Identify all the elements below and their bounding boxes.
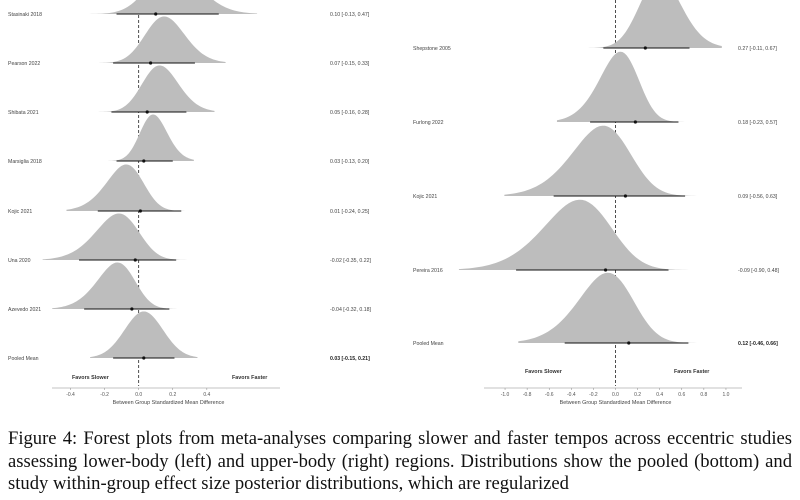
point-estimate <box>142 159 146 163</box>
x-tick-label: -0.2 <box>589 392 598 398</box>
point-estimate <box>603 268 608 272</box>
x-tick-label: 0.8 <box>700 392 707 398</box>
favors-faster-label: Favors Faster <box>674 369 710 375</box>
x-tick-label: 0.4 <box>203 392 210 398</box>
posterior-distribution <box>90 311 198 358</box>
x-axis-title: Between Group Standardized Mean Differen… <box>113 400 225 406</box>
x-tick-label: 0.4 <box>656 392 663 398</box>
point-estimate <box>138 209 142 213</box>
point-estimate <box>142 356 146 360</box>
posterior-distribution <box>571 0 722 48</box>
ci-text: 0.05 [-0.16, 0.28] <box>330 110 370 116</box>
forest-panel-left: Stasinaki 2018 0.10 [-0.13, 0.47] Pearson … <box>8 0 372 406</box>
point-estimate <box>633 120 637 124</box>
point-estimate <box>643 46 647 50</box>
point-estimate <box>154 12 158 16</box>
posterior-distribution <box>458 199 726 270</box>
study-label: Furlong 2022 <box>413 120 444 126</box>
posterior-distribution <box>83 65 215 112</box>
figure-caption: Figure 4: Forest plots from meta-analyse… <box>8 428 792 494</box>
x-tick-label: 0.0 <box>612 392 619 398</box>
favors-faster-label: Favors Faster <box>232 375 268 381</box>
x-tick-label: 1.0 <box>722 392 729 398</box>
posterior-distribution <box>42 213 213 260</box>
point-estimate <box>145 110 149 114</box>
ci-text: 0.03 [-0.13, 0.20] <box>330 159 370 165</box>
study-label: Pooled Mean <box>413 341 444 347</box>
x-tick-label: -0.8 <box>523 392 532 398</box>
ci-text: 0.12 [-0.46, 0.66] <box>738 341 778 347</box>
point-estimate <box>627 341 631 345</box>
study-label: Pereira 2016 <box>413 268 443 274</box>
posterior-distribution <box>518 272 735 343</box>
x-axis-title: Between Group Standardized Mean Differen… <box>560 400 672 406</box>
point-estimate <box>133 258 137 262</box>
ci-text: 0.27 [-0.11, 0.67] <box>738 46 777 52</box>
forest-panel-right: Shepstone 2005 0.27 [-0.11, 0.67] Furlong … <box>413 0 780 406</box>
point-estimate <box>130 307 134 311</box>
favors-slower-label: Favors Slower <box>525 369 563 375</box>
study-label: Stasinaki 2018 <box>8 12 42 18</box>
study-label: Una 2020 <box>8 258 31 264</box>
study-label: Kojic 2021 <box>8 209 32 215</box>
x-tick-label: -0.4 <box>567 392 576 398</box>
study-label: Pooled Mean <box>8 356 39 362</box>
ci-text: 0.09 [-0.56, 0.63] <box>738 194 778 200</box>
ci-text: 0.10 [-0.13, 0.47] <box>330 12 370 18</box>
x-tick-label: 0.2 <box>169 392 176 398</box>
favors-slower-label: Favors Slower <box>72 375 110 381</box>
ci-text: -0.09 [-0.90, 0.48] <box>738 268 780 274</box>
x-tick-label: -0.6 <box>545 392 554 398</box>
ci-text: 0.18 [-0.23, 0.57] <box>738 120 778 126</box>
posterior-distribution <box>52 262 202 309</box>
posterior-distribution <box>504 125 735 196</box>
ci-text: -0.02 [-0.35, 0.22] <box>330 258 372 264</box>
x-tick-label: 0.0 <box>135 392 142 398</box>
x-tick-label: 0.2 <box>634 392 641 398</box>
posterior-distribution <box>66 164 213 211</box>
x-tick-label: -0.4 <box>66 392 75 398</box>
x-tick-label: -1.0 <box>501 392 510 398</box>
ci-text: 0.01 [-0.24, 0.25] <box>330 209 370 215</box>
ci-text: -0.04 [-0.32, 0.18] <box>330 307 372 313</box>
forest-plot-figure: Stasinaki 2018 0.10 [-0.13, 0.47] Pearson … <box>8 0 780 406</box>
posterior-distribution <box>78 0 258 14</box>
ci-text: 0.03 [-0.15, 0.21] <box>330 356 370 362</box>
posterior-distribution <box>556 51 712 123</box>
study-label: Shibata 2021 <box>8 110 39 116</box>
posterior-distribution <box>95 114 194 161</box>
study-label: Kojic 2021 <box>413 194 437 200</box>
posterior-distribution <box>82 16 226 63</box>
study-label: Marsiglia 2018 <box>8 159 42 165</box>
point-estimate <box>623 194 628 198</box>
point-estimate <box>149 61 153 65</box>
study-label: Pearson 2022 <box>8 61 40 67</box>
ci-text: 0.07 [-0.15, 0.33] <box>330 61 370 67</box>
x-tick-label: -0.2 <box>100 392 109 398</box>
study-label: Azevedo 2021 <box>8 307 41 313</box>
study-label: Shepstone 2005 <box>413 46 451 52</box>
x-tick-label: 0.6 <box>678 392 685 398</box>
